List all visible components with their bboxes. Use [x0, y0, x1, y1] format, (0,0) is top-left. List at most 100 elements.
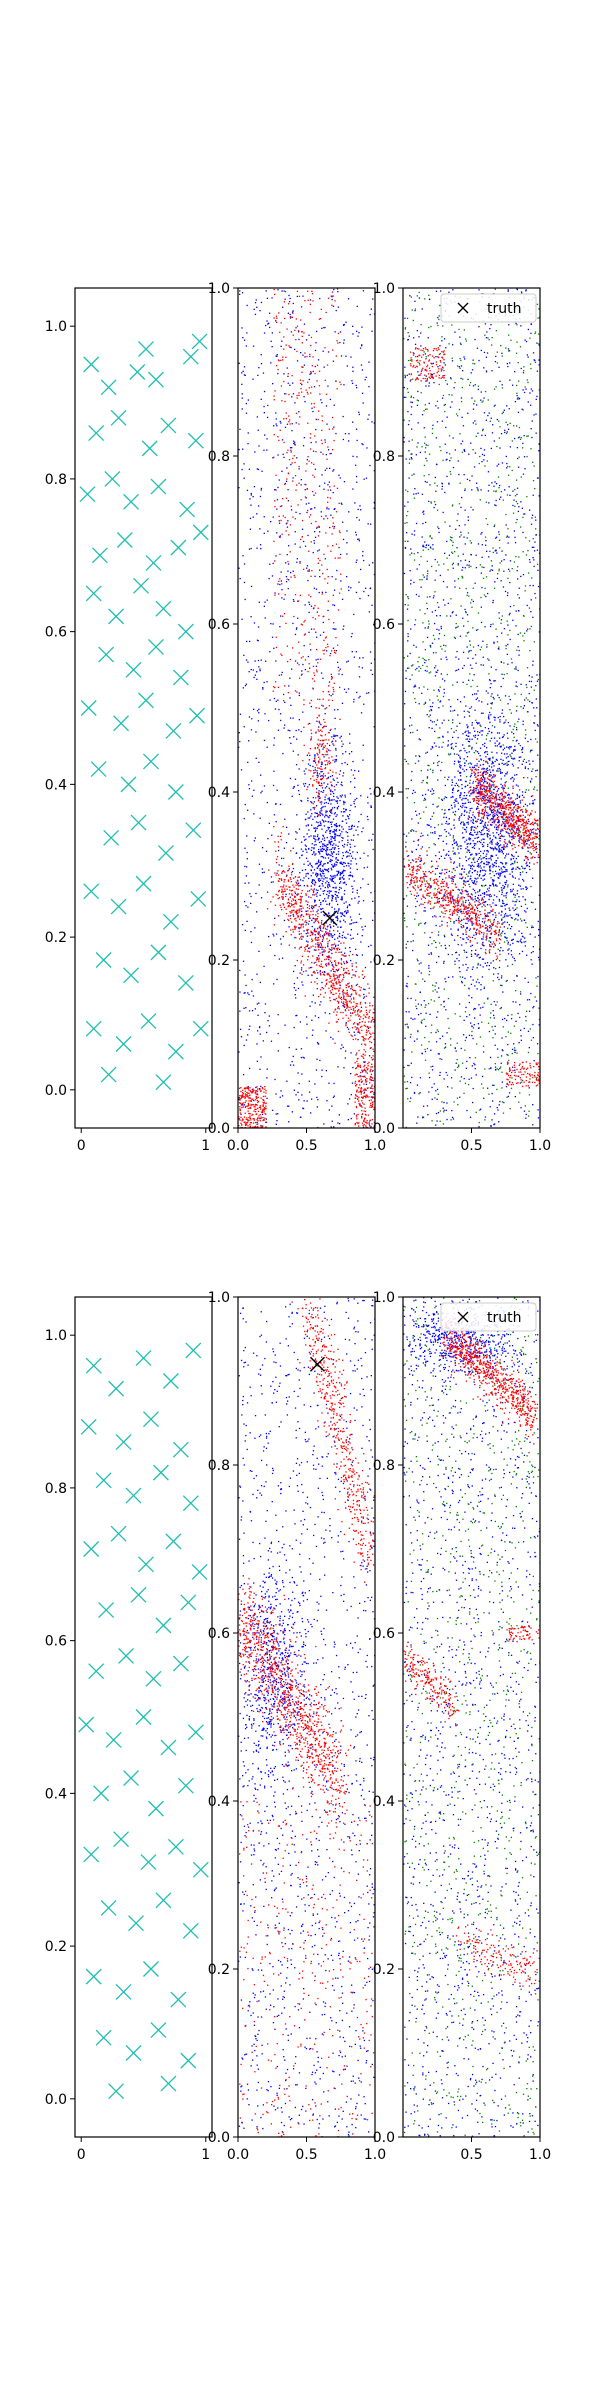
sample-marker — [93, 1785, 110, 1802]
y-tick-label: 0.6 — [373, 1626, 395, 1642]
sample-marker — [187, 432, 204, 449]
sample-marker — [160, 1739, 177, 1756]
legend-label: truth — [487, 1310, 521, 1326]
red-points — [238, 288, 375, 1128]
y-tick-label: 0.6 — [45, 625, 67, 641]
sample-marker — [150, 2022, 167, 2039]
sample-marker — [179, 501, 196, 518]
sample-marker — [165, 1533, 182, 1550]
y-tick-label: 1.0 — [45, 1328, 67, 1344]
sample-marker — [83, 1846, 100, 1863]
sample-marker — [147, 638, 164, 655]
y-tick-label: 0.6 — [45, 1634, 67, 1650]
sample-marker — [108, 1380, 125, 1397]
truth-marker — [322, 910, 338, 926]
panel-4: 0.0 0.2 0.4 0.6 0.8 1.0 0 1 — [45, 1296, 213, 2163]
y-tick-label: 0.6 — [208, 617, 230, 633]
legend-label: truth — [487, 301, 521, 317]
plot-area — [78, 1342, 209, 2100]
panel-6: 0.0 0.2 0.4 0.6 0.8 1.0 0.5 1.0 truth — [373, 1290, 551, 2163]
y-tick-label: 0.6 — [208, 1626, 230, 1642]
sample-marker — [133, 577, 149, 594]
sample-marker — [160, 417, 177, 434]
sample-marker — [155, 1617, 172, 1634]
sample-marker — [78, 1716, 95, 1733]
sample-marker — [138, 1556, 154, 1573]
x-tick-label: 0.5 — [460, 2147, 482, 2163]
sample-marker — [141, 440, 158, 457]
sample-marker — [130, 1586, 147, 1603]
y-tick-label: 0.8 — [373, 1458, 395, 1474]
sample-marker — [108, 608, 125, 625]
legend-box — [440, 293, 537, 323]
sample-marker — [113, 715, 130, 732]
y-tick-label: 0.4 — [45, 1786, 67, 1802]
red-points — [403, 1302, 540, 1995]
sample-marker — [192, 524, 209, 541]
sample-marker — [140, 1854, 157, 1871]
y-tick-label: 0.0 — [45, 2092, 67, 2108]
red-points — [403, 347, 540, 1088]
green-points — [403, 1297, 540, 2137]
sample-marker — [85, 1968, 102, 1985]
x-tick-label: 0 — [77, 1138, 86, 1154]
sample-marker — [85, 1020, 102, 1037]
sample-marker — [145, 554, 162, 571]
x-tick-label: 0.5 — [295, 1138, 317, 1154]
blue-points — [238, 1297, 375, 2137]
red-points — [238, 1298, 375, 2137]
legend-truth-icon — [457, 302, 469, 314]
x-tick-label: 0.0 — [227, 2147, 249, 2163]
sample-marker — [172, 669, 189, 686]
panel-5: 0.0 0.2 0.4 0.6 0.8 1.0 0.0 0.5 1.0 — [208, 1290, 386, 2163]
sample-marker — [143, 1961, 159, 1977]
sample-marker — [190, 890, 207, 907]
sample-marker — [80, 700, 97, 716]
y-tick-label: 1.0 — [208, 281, 230, 297]
sample-marker — [110, 1525, 127, 1542]
sample-marker — [182, 1495, 199, 1512]
sample-marker — [135, 875, 152, 892]
y-tick-label: 0.4 — [373, 1794, 395, 1810]
plot-area — [238, 288, 375, 1128]
sample-marker — [98, 1602, 115, 1619]
sample-marker — [170, 1991, 187, 2008]
sample-marker — [167, 1043, 184, 1060]
x-tick-label: 0.0 — [227, 1138, 249, 1154]
axes-frame — [74, 287, 213, 1129]
sample-marker — [115, 1434, 132, 1451]
sample-marker — [145, 1670, 162, 1687]
sample-marker — [150, 478, 167, 495]
y-tick-label: 1.0 — [208, 1290, 230, 1306]
sample-marker — [95, 952, 112, 968]
samples-markers — [78, 1342, 209, 2100]
sample-marker — [103, 829, 120, 846]
y-tick-label: 0.8 — [45, 1481, 67, 1497]
sample-marker — [185, 822, 202, 839]
sample-marker — [177, 974, 194, 991]
axes-frame — [74, 1296, 213, 2138]
sample-marker — [129, 364, 146, 380]
sample-marker — [116, 532, 133, 548]
blue-points — [403, 1297, 540, 2137]
sample-marker — [177, 1777, 194, 1794]
sample-marker — [104, 470, 121, 487]
sample-marker — [167, 784, 184, 800]
legend: truth — [440, 1302, 537, 1332]
sample-marker — [113, 1831, 130, 1848]
sample-marker — [172, 1655, 189, 1672]
y-tick-label: 0.2 — [373, 953, 395, 969]
y-tick-label: 0.6 — [373, 617, 395, 633]
sample-marker — [100, 379, 117, 396]
y-tick-label: 0.2 — [373, 1962, 395, 1978]
y-tick-label: 1.0 — [373, 1290, 395, 1306]
sample-marker — [90, 761, 107, 778]
y-tick-label: 0.2 — [208, 953, 230, 969]
sample-marker — [172, 1441, 189, 1458]
y-tick-label: 0.0 — [208, 1121, 230, 1137]
x-tick-label: 1.0 — [529, 1138, 551, 1154]
sample-marker — [191, 1563, 208, 1580]
sample-marker — [128, 1915, 144, 1932]
sample-marker — [120, 776, 137, 793]
panel-2: 0.0 0.2 0.4 0.6 0.8 1.0 0.0 0.5 1.0 — [208, 281, 386, 1154]
